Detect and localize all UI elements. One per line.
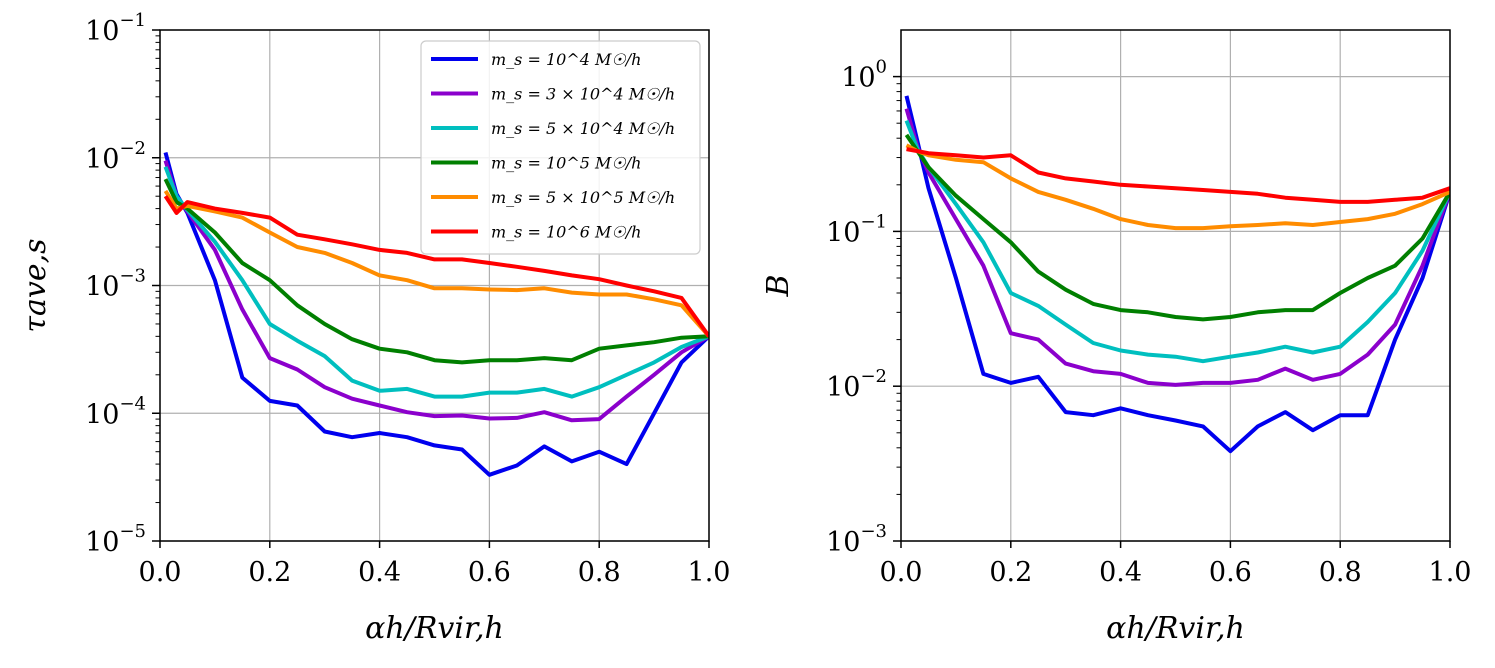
series-line-5 [163, 189, 709, 338]
y-tick-label: 10−3 [826, 521, 887, 558]
x-tick-label: 0.0 [139, 557, 182, 588]
x-tick-label: 0.2 [989, 557, 1032, 588]
legend-label: m_s = 10^5 M☉/h [491, 154, 641, 173]
y-tick-label: 10−1 [826, 211, 887, 248]
series-line-4 [904, 133, 1450, 322]
series-line-2 [904, 108, 1450, 387]
series-line-4 [163, 178, 709, 365]
y-tick-label: 10−2 [85, 138, 146, 175]
series-line-1 [163, 151, 709, 477]
y-axis-label: B [761, 274, 796, 297]
series-line-6 [906, 147, 1450, 204]
series-line-3 [163, 166, 709, 399]
panel-B: 0.0 0.2 0.4 0.6 0.8 1.0 10−3 10−2 10−1 100 αh/Rvir… [761, 29, 1472, 646]
x-tick-label: 0.8 [578, 557, 621, 588]
y-tick-label: 10−1 [85, 10, 146, 47]
x-tick-label: 0.0 [880, 557, 923, 588]
x-axis-label: αh/Rvir,h [1106, 611, 1245, 646]
legend-label: m_s = 3 × 10^4 M☉/h [491, 85, 675, 104]
x-tick-label: 0.4 [358, 557, 401, 588]
legend-label: m_s = 10^4 M☉/h [491, 50, 641, 69]
legend-label: m_s = 5 × 10^5 M☉/h [491, 188, 675, 207]
legend-label: m_s = 5 × 10^4 M☉/h [491, 119, 675, 138]
y-tick-label: 10−5 [85, 521, 146, 558]
x-axis-label: αh/Rvir,h [365, 611, 504, 646]
plot-area [901, 30, 1450, 541]
series-line-1 [904, 95, 1450, 454]
y-tick-label: 10−2 [826, 366, 887, 403]
legend-label: m_s = 10^6 M☉/h [491, 223, 641, 242]
y-tick-label: 100 [841, 57, 887, 94]
axes-frame [900, 29, 1451, 542]
y-tick-label: 10−3 [85, 266, 146, 303]
series-line-3 [904, 119, 1450, 364]
legend-box [420, 40, 701, 255]
x-tick-label: 0.6 [1209, 557, 1252, 588]
y-axis-label: τave,s [18, 238, 53, 332]
series-line-2 [163, 160, 709, 423]
x-tick-label: 0.4 [1099, 557, 1142, 588]
series-line-6 [163, 195, 709, 338]
legend: m_s = 10^4 M☉/h m_s = 3 × 10^4 M☉/h m_s = … [420, 40, 701, 255]
x-tick-label: 0.2 [248, 557, 291, 588]
x-tick-label: 1.0 [1429, 557, 1472, 588]
y-tick-label: 10−4 [85, 393, 146, 430]
series-line-5 [905, 143, 1450, 231]
x-tick-label: 0.8 [1319, 557, 1362, 588]
x-tick-label: 1.0 [688, 557, 731, 588]
x-tick-label: 0.6 [468, 557, 511, 588]
